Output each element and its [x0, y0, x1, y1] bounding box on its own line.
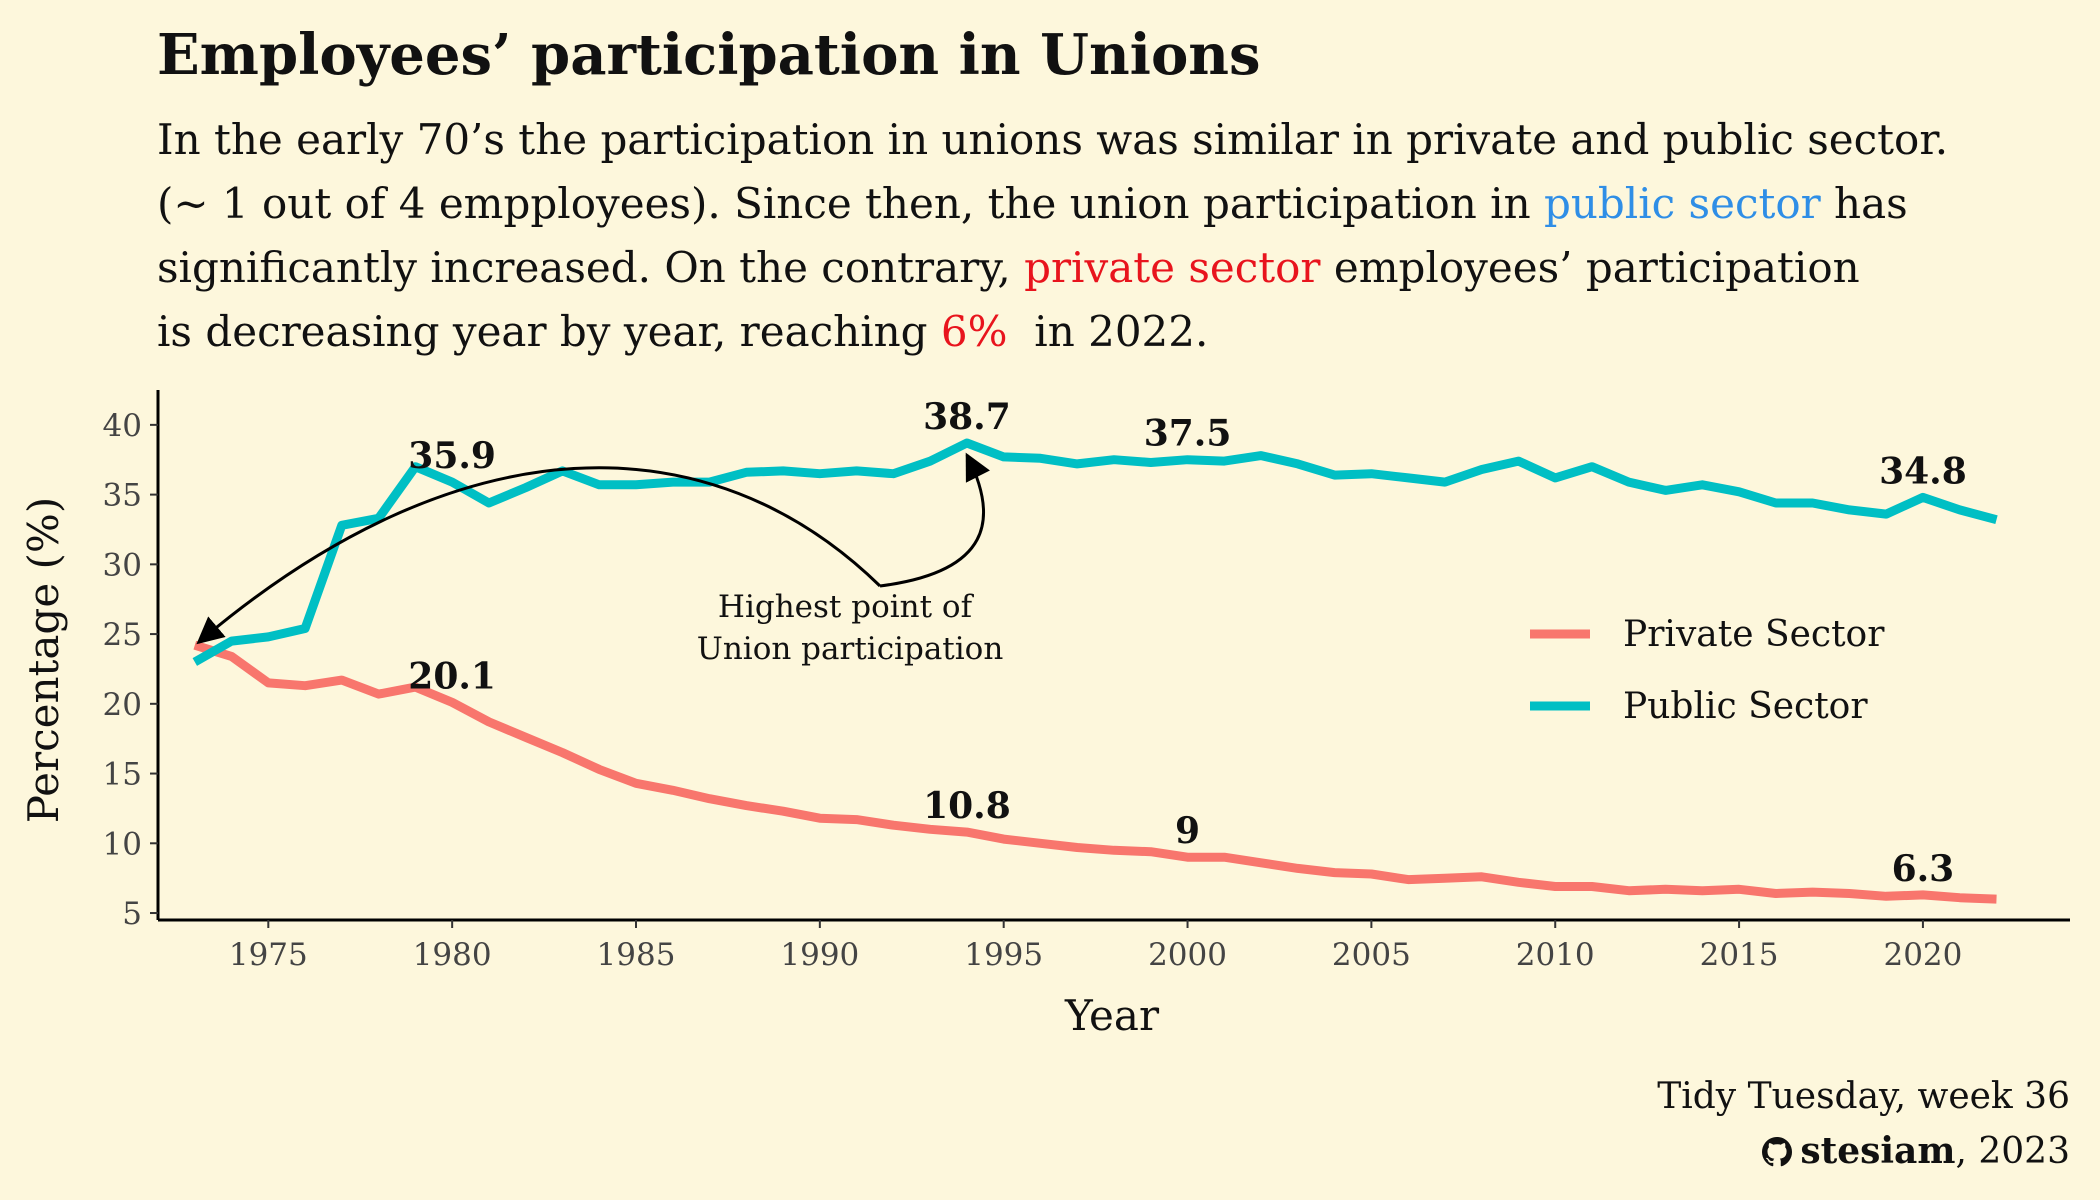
chart-legend: Private Sector Public Sector	[1530, 614, 1885, 727]
subtitle-text: significantly increased. On the contrary…	[157, 243, 1025, 292]
subtitle-line-3: significantly increased. On the contrary…	[157, 236, 1948, 300]
subtitle-text: has	[1820, 179, 1908, 228]
chart-title: Employees’ participation in Unions	[157, 22, 1261, 88]
y-tick-label: 5	[122, 896, 142, 932]
subtitle-line-1: In the early 70’s the participation in u…	[157, 115, 1949, 164]
x-tick-label: 1995	[964, 937, 1043, 973]
subtitle-text: in 2022.	[1007, 307, 1209, 356]
data-label: 9	[1175, 810, 1200, 852]
data-labels: 35.9 38.7 37.5 34.8 20.1 10.8 9 6.3	[408, 396, 1966, 890]
x-tick-label: 1980	[413, 937, 492, 973]
data-label: 35.9	[408, 435, 496, 477]
data-label: 34.8	[1879, 450, 1967, 492]
subtitle-line-4: is decreasing year by year, reaching 6% …	[157, 300, 1948, 364]
subtitle-text: (~ 1 out of 4 empployees). Since then, t…	[157, 179, 1544, 228]
x-tick-label: 2015	[1700, 937, 1779, 973]
public-sector-highlight: public sector	[1543, 179, 1821, 228]
x-tick-label: 2010	[1516, 937, 1595, 973]
x-tick-label: 2000	[1148, 937, 1227, 973]
x-axis-title: Year	[1064, 991, 1160, 1040]
x-tick-label: 1990	[780, 937, 859, 973]
chart-caption: Tidy Tuesday, week 36 stesiam, 2023	[1657, 1070, 2070, 1179]
caption-author: stesiam	[1800, 1130, 1956, 1172]
data-label: 37.5	[1144, 413, 1232, 455]
caption-year: , 2023	[1955, 1131, 2070, 1172]
caption-line-2: stesiam, 2023	[1657, 1124, 2070, 1179]
y-tick-label: 30	[103, 547, 142, 583]
chart-annotation: Highest point of Union participation	[196, 452, 1004, 667]
private-sector-highlight: private sector	[1024, 243, 1321, 292]
y-tick-label: 15	[103, 757, 142, 793]
data-label: 6.3	[1892, 848, 1955, 890]
x-tick-label: 1975	[229, 937, 308, 973]
x-tick-label: 2005	[1332, 937, 1411, 973]
annotation-arrow-right	[879, 452, 990, 588]
data-label: 38.7	[923, 396, 1011, 438]
subtitle-text: is decreasing year by year, reaching	[157, 307, 941, 356]
subtitle-line-2: (~ 1 out of 4 empployees). Since then, t…	[157, 172, 1948, 236]
x-tick-label: 1985	[597, 937, 676, 973]
legend-label-public-sector: Public Sector	[1623, 686, 1868, 727]
x-tick-label: 2020	[1883, 937, 1962, 973]
y-tick-label: 35	[103, 478, 142, 514]
y-tick-label: 10	[103, 826, 142, 862]
subtitle-text: employees’ participation	[1320, 243, 1860, 292]
legend-label-private-sector: Private Sector	[1623, 614, 1885, 655]
annotation-text-line-1: Highest point of	[718, 589, 975, 625]
chart-axes: 5 10 15 20 25 30 35 40 1975 1980 1985 1990 1995 2000 2…	[19, 390, 2070, 1040]
six-percent-highlight: 6%	[940, 307, 1008, 356]
y-tick-label: 25	[103, 617, 142, 653]
github-icon	[1762, 1137, 1793, 1167]
annotation-arrow-left	[196, 466, 882, 645]
caption-line-1: Tidy Tuesday, week 36	[1657, 1076, 2070, 1117]
private-sector-line	[193, 640, 1997, 904]
public-sector-line	[192, 438, 1998, 666]
data-label: 10.8	[923, 785, 1011, 827]
y-tick-label: 40	[103, 408, 142, 444]
annotation-text-line-2: Union participation	[697, 631, 1004, 667]
y-axis-title: Percentage (%)	[19, 497, 68, 823]
chart-subtitle: In the early 70’s the participation in u…	[157, 108, 1948, 364]
data-label: 20.1	[408, 655, 496, 697]
chart-series	[192, 438, 1998, 904]
y-tick-label: 20	[103, 687, 142, 723]
